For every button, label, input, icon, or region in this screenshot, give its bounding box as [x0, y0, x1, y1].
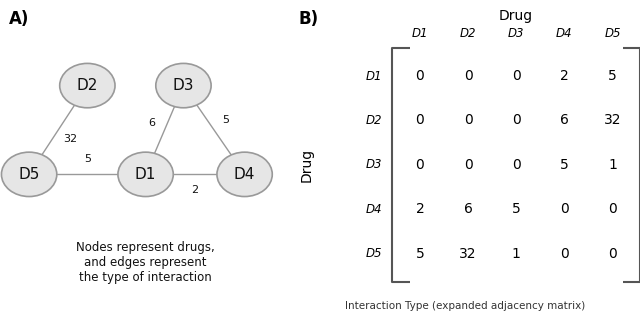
- Text: 6: 6: [148, 118, 155, 128]
- Text: 2: 2: [560, 69, 569, 83]
- Text: A): A): [9, 10, 29, 28]
- Text: D3: D3: [508, 27, 524, 40]
- Text: B): B): [298, 10, 318, 28]
- Text: 1: 1: [512, 247, 520, 261]
- Text: 5: 5: [415, 247, 424, 261]
- Text: 0: 0: [463, 158, 472, 172]
- Ellipse shape: [1, 152, 57, 197]
- Text: D4: D4: [556, 27, 573, 40]
- Text: 0: 0: [463, 113, 472, 127]
- Text: 0: 0: [463, 69, 472, 83]
- Text: 0: 0: [512, 69, 520, 83]
- Ellipse shape: [60, 63, 115, 108]
- Text: D1: D1: [365, 69, 382, 83]
- Text: D1: D1: [412, 27, 428, 40]
- Text: 6: 6: [463, 202, 472, 216]
- Text: Drug: Drug: [300, 148, 314, 182]
- Text: D2: D2: [460, 27, 476, 40]
- Text: Nodes represent drugs,
and edges represent
the type of interaction: Nodes represent drugs, and edges represe…: [76, 241, 215, 284]
- Text: 2: 2: [191, 185, 198, 195]
- Text: 0: 0: [608, 247, 617, 261]
- Text: D5: D5: [604, 27, 621, 40]
- Text: D4: D4: [365, 203, 382, 216]
- Text: 5: 5: [222, 115, 229, 126]
- Text: D4: D4: [234, 167, 255, 182]
- Text: D5: D5: [365, 247, 382, 260]
- Text: 0: 0: [415, 158, 424, 172]
- Text: Interaction Type (expanded adjacency matrix): Interaction Type (expanded adjacency mat…: [346, 301, 586, 311]
- Text: D2: D2: [77, 78, 98, 93]
- Text: D3: D3: [173, 78, 194, 93]
- Ellipse shape: [217, 152, 272, 197]
- Text: D5: D5: [19, 167, 40, 182]
- Text: 5: 5: [560, 158, 569, 172]
- Text: 0: 0: [560, 247, 569, 261]
- Text: D1: D1: [135, 167, 156, 182]
- Text: 0: 0: [415, 69, 424, 83]
- Text: 6: 6: [560, 113, 569, 127]
- Text: 0: 0: [512, 113, 520, 127]
- Text: 32: 32: [460, 247, 477, 261]
- Text: 0: 0: [560, 202, 569, 216]
- Text: 0: 0: [415, 113, 424, 127]
- Text: 5: 5: [512, 202, 520, 216]
- Text: 1: 1: [608, 158, 617, 172]
- Text: 2: 2: [415, 202, 424, 216]
- Text: D2: D2: [365, 114, 382, 127]
- Text: 32: 32: [604, 113, 621, 127]
- Text: Drug: Drug: [499, 9, 533, 23]
- Ellipse shape: [118, 152, 173, 197]
- Text: D3: D3: [365, 158, 382, 171]
- Text: 5: 5: [84, 153, 91, 164]
- Text: 32: 32: [63, 134, 77, 144]
- Text: 0: 0: [608, 202, 617, 216]
- Text: 5: 5: [608, 69, 617, 83]
- Text: 0: 0: [512, 158, 520, 172]
- Ellipse shape: [156, 63, 211, 108]
